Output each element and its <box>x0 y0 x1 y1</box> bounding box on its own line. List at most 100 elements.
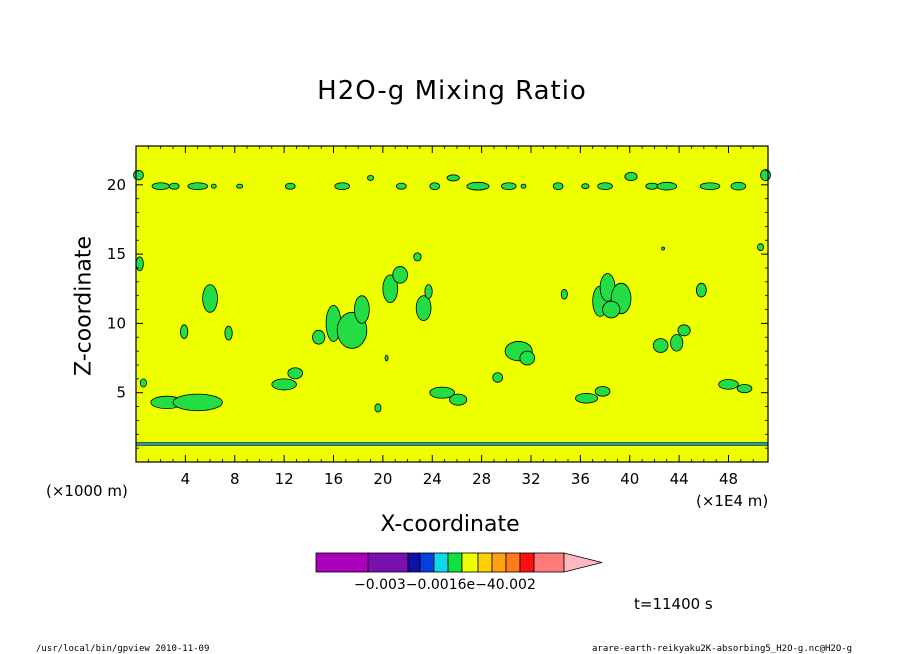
x-tick-label: 40 <box>620 470 639 488</box>
moisture-patch <box>236 183 244 189</box>
colorbar-cell <box>533 552 565 573</box>
moisture-patch <box>151 182 170 191</box>
moisture-patch <box>552 182 564 191</box>
moisture-patch <box>466 181 490 191</box>
moisture-patch <box>392 266 408 284</box>
moisture-patch <box>575 392 599 404</box>
moisture-patch <box>384 354 389 362</box>
moisture-patch <box>446 174 460 182</box>
moisture-patch <box>202 284 218 313</box>
moisture-patch <box>187 182 208 191</box>
colorbar-cell <box>477 552 493 573</box>
time-label: t=11400 s <box>634 595 713 613</box>
y-tick-label: 15 <box>107 245 126 263</box>
moisture-patch <box>354 295 370 324</box>
moisture-patch <box>224 325 233 341</box>
moisture-patch <box>271 378 297 391</box>
x-tick-label: 4 <box>181 470 191 488</box>
y-unit-label: (×1000 m) <box>46 482 128 500</box>
y-axis-label: Z-coordinate <box>71 236 97 376</box>
moisture-patch <box>718 379 739 390</box>
footer-left: /usr/local/bin/gpview 2010-11-09 <box>36 644 210 654</box>
colorbar-cell <box>367 552 409 573</box>
moisture-patch <box>429 386 455 399</box>
x-tick-label: 32 <box>521 470 540 488</box>
colorbar-cell <box>491 552 507 573</box>
moisture-patch <box>645 182 659 190</box>
footer-right: arare-earth-reikyaku2K-absorbing5_H2O-g.… <box>592 644 853 654</box>
y-tick-label: 10 <box>107 314 126 332</box>
colorbar-cell <box>461 552 479 573</box>
colorbar-cell <box>419 552 435 573</box>
moisture-patch <box>699 182 721 191</box>
moisture-patch <box>677 324 691 337</box>
moisture-patch <box>757 243 765 252</box>
moisture-patch <box>287 367 304 380</box>
moisture-patch <box>367 174 375 181</box>
x-tick-label: 20 <box>373 470 392 488</box>
moisture-patch <box>133 169 144 181</box>
moisture-patch <box>624 171 638 182</box>
moisture-patch <box>560 289 568 300</box>
moisture-patch <box>581 183 590 190</box>
moisture-patch <box>652 338 669 353</box>
moisture-patch <box>284 182 296 190</box>
x-tick-label: 16 <box>324 470 343 488</box>
x-unit-label: (×1E4 m) <box>696 492 769 510</box>
y-tick-label: 20 <box>107 176 126 194</box>
x-tick-label: 36 <box>571 470 590 488</box>
colorbar-cell <box>315 552 369 573</box>
x-tick-label: 48 <box>719 470 738 488</box>
colorbar-tick-labels: −0.003−0.0016e−40.002 <box>354 577 536 593</box>
moisture-patch <box>396 182 407 190</box>
moisture-patch <box>139 378 147 388</box>
moisture-patch <box>594 386 611 397</box>
moisture-patch <box>696 282 707 298</box>
moisture-patch <box>597 182 613 191</box>
colorbar-cell <box>433 552 449 573</box>
moisture-patch <box>135 256 144 272</box>
x-tick-label: 8 <box>230 470 240 488</box>
moisture-patch <box>602 300 621 319</box>
moisture-patch <box>656 181 678 191</box>
chart-title: H2O-g Mixing Ratio <box>317 76 587 106</box>
field-background <box>136 146 768 462</box>
moisture-patch <box>519 350 536 366</box>
plot-frame <box>135 145 769 463</box>
moisture-patch <box>382 274 399 304</box>
moisture-patch <box>492 372 504 383</box>
colorbar <box>315 552 603 573</box>
moisture-patch <box>730 181 747 191</box>
moisture-patch <box>670 334 684 352</box>
moisture-patch <box>520 183 527 189</box>
x-tick-label: 44 <box>670 470 689 488</box>
moisture-patch <box>415 295 432 322</box>
y-tick-label: 5 <box>116 384 126 402</box>
moisture-patch <box>180 324 189 340</box>
x-axis-label: X-coordinate <box>380 512 520 537</box>
moisture-patch <box>172 393 223 412</box>
moisture-patch <box>168 182 180 190</box>
moisture-patch <box>312 329 326 345</box>
colorbar-cell <box>519 552 535 573</box>
x-tick-label: 12 <box>275 470 294 488</box>
moisture-patch <box>424 284 433 299</box>
moisture-patch <box>736 383 753 394</box>
moisture-patch <box>449 393 468 406</box>
moisture-patch <box>500 182 517 191</box>
colorbar-cell <box>447 552 463 573</box>
colorbar-cell <box>407 552 421 573</box>
colorbar-arrow <box>563 552 603 573</box>
moisture-patch <box>429 182 441 191</box>
colorbar-cell <box>505 552 521 573</box>
moisture-patch <box>374 403 382 413</box>
x-tick-label: 28 <box>472 470 491 488</box>
surface-band <box>135 442 769 446</box>
moisture-patch <box>334 182 350 191</box>
x-tick-label: 24 <box>423 470 442 488</box>
moisture-patch <box>661 246 665 251</box>
moisture-patch <box>413 252 422 262</box>
moisture-patch <box>210 183 217 189</box>
